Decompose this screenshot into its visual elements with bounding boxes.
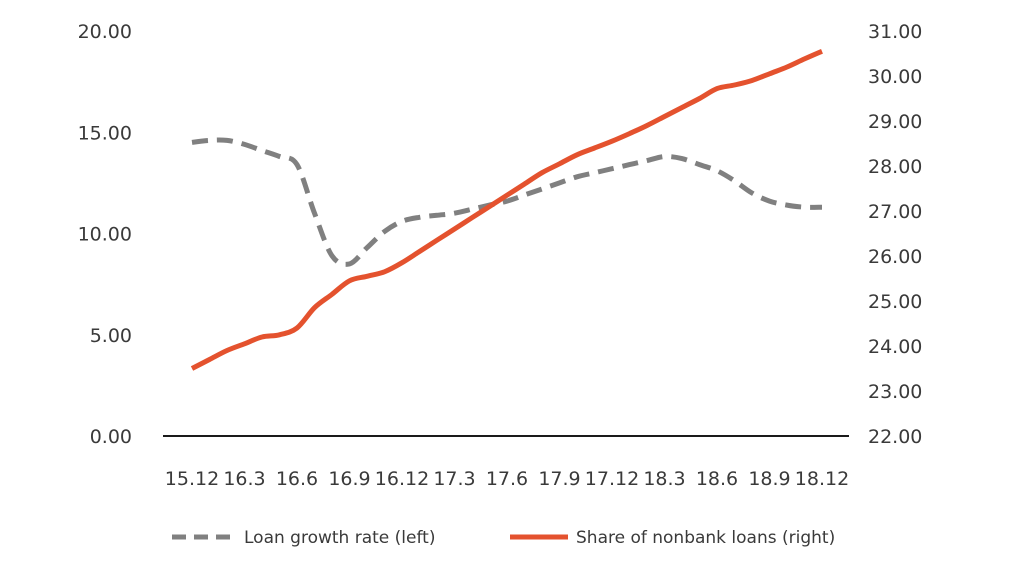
x-tick-label: 15.12 [165, 468, 219, 490]
series-line-nonbank-share [190, 48, 823, 371]
x-tick-label: 16.6 [276, 468, 318, 490]
y-right-tick-label: 26.00 [868, 246, 922, 268]
y-right-tick-label: 29.00 [868, 111, 922, 133]
series-layer [190, 48, 823, 371]
x-tick-label: 18.12 [795, 468, 849, 490]
legend-item-nonbank-share: Share of nonbank loans (right) [510, 528, 835, 548]
x-tick-label: 17.9 [538, 468, 580, 490]
y-right-tick-label: 25.00 [868, 291, 922, 313]
y-left-tick-label: 15.00 [78, 122, 132, 144]
x-tick-label: 16.12 [375, 468, 429, 490]
x-tick-label: 17.6 [486, 468, 528, 490]
y-right-tick-label: 27.00 [868, 201, 922, 223]
x-tick-label: 18.6 [696, 468, 738, 490]
legend: Loan growth rate (left) Share of nonbank… [172, 528, 835, 548]
y-right-tick-label: 31.00 [868, 21, 922, 43]
y-left-tick-label: 5.00 [90, 325, 132, 347]
y-left-axis-ticks: 0.00 5.00 10.00 15.00 20.00 [78, 21, 132, 448]
y-right-tick-label: 22.00 [868, 426, 922, 448]
y-left-tick-label: 0.00 [90, 426, 132, 448]
x-axis-ticks: 15.12 16.3 16.6 16.9 16.12 17.3 17.6 17.9 17.12 1… [165, 468, 849, 490]
series-line-loan-growth [191, 137, 823, 267]
legend-item-loan-growth: Loan growth rate (left) [172, 528, 435, 548]
y-right-tick-label: 30.00 [868, 66, 922, 88]
y-right-tick-label: 23.00 [868, 381, 922, 403]
legend-label-loan-growth: Loan growth rate (left) [244, 528, 435, 548]
y-left-tick-label: 10.00 [78, 224, 132, 246]
x-tick-label: 18.3 [643, 468, 685, 490]
x-tick-label: 18.9 [748, 468, 790, 490]
x-tick-label: 16.3 [223, 468, 265, 490]
x-tick-label: 17.12 [585, 468, 639, 490]
y-left-tick-label: 20.00 [78, 21, 132, 43]
y-right-tick-label: 28.00 [868, 156, 922, 178]
x-tick-label: 17.3 [433, 468, 475, 490]
x-tick-label: 16.9 [328, 468, 370, 490]
legend-label-nonbank-share: Share of nonbank loans (right) [576, 528, 835, 548]
y-right-tick-label: 24.00 [868, 336, 922, 358]
y-right-axis-ticks: 22.00 23.00 24.00 25.00 26.00 27.00 28.00 29.00… [868, 21, 922, 448]
